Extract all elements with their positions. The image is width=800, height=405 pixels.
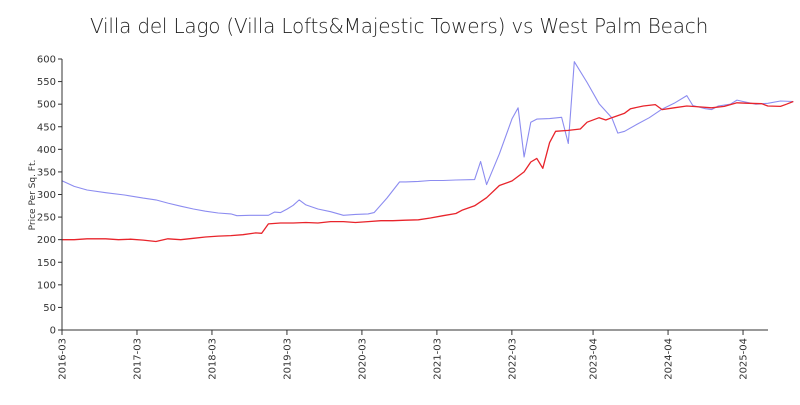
y-tick-label: 0	[50, 326, 56, 337]
y-tick-label: 200	[37, 235, 56, 246]
x-tick-label: 2018-03	[207, 338, 218, 380]
y-ticks: 0 50 100 150 200 250 300 350 400 450 500 550 600	[37, 55, 62, 337]
y-tick-label: 600	[37, 55, 56, 66]
x-tick-label: 2022-03	[507, 338, 518, 380]
y-tick-label: 450	[37, 122, 56, 133]
y-tick-label: 400	[37, 145, 56, 156]
x-tick-label: 2023-04	[589, 338, 600, 380]
y-tick-label: 300	[37, 190, 56, 201]
x-ticks: 2016-03 2017-03 2018-03 2019-03 2020-03 2021-…	[58, 330, 750, 380]
x-tick-label: 2021-03	[432, 338, 443, 380]
x-tick-label: 2017-03	[132, 338, 143, 380]
x-tick-label: 2016-03	[58, 338, 69, 380]
x-tick-label: 2024-04	[664, 338, 675, 380]
series-line-2	[62, 100, 794, 243]
x-tick-label: 2019-03	[282, 338, 293, 380]
y-tick-label: 250	[37, 213, 56, 224]
series-layer	[61, 61, 794, 243]
chart-title: Villa del Lago (Villa Lofts&Majestic Tow…	[90, 14, 709, 38]
y-tick-label: 100	[37, 280, 56, 291]
x-tick-label: 2025-04	[739, 338, 750, 380]
y-tick-label: 50	[43, 303, 56, 314]
y-tick-label: 500	[37, 100, 56, 111]
axes-layer	[61, 59, 768, 331]
y-tick-label: 550	[37, 77, 56, 88]
y-tick-label: 350	[37, 167, 56, 178]
y-tick-label: 150	[37, 258, 56, 269]
x-tick-label: 2020-03	[357, 338, 368, 380]
y-axis-label: Price Per Sq. Ft.	[28, 160, 38, 231]
series-line-1	[61, 61, 794, 217]
